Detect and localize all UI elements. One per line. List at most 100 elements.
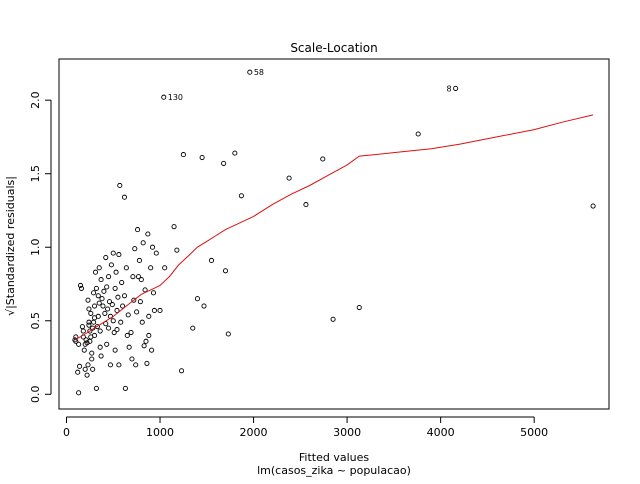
data-point (126, 344, 132, 350)
data-point (85, 297, 91, 303)
data-point (135, 227, 141, 233)
data-point (178, 368, 185, 374)
data-point (96, 265, 102, 271)
data-point (77, 363, 83, 369)
data-point (86, 322, 92, 328)
data-point (116, 252, 122, 258)
data-point (93, 285, 99, 291)
data-point (98, 353, 104, 359)
data-point (123, 265, 129, 271)
y-tick-label: 1.0 (29, 238, 42, 256)
data-point (148, 265, 154, 271)
data-point (97, 344, 103, 350)
data-point (590, 203, 596, 209)
data-point (120, 303, 126, 309)
data-point (76, 341, 82, 347)
data-point (134, 309, 140, 315)
data-point (149, 244, 156, 250)
data-point (91, 303, 98, 309)
data-point (110, 250, 116, 256)
data-point (91, 332, 98, 339)
x-tick-label: 3000 (333, 426, 361, 439)
data-point (122, 385, 128, 391)
data-point (84, 340, 90, 346)
data-point (78, 285, 84, 291)
data-point (99, 296, 105, 302)
outlier-label: 130 (168, 93, 183, 102)
plot-frame (58, 58, 610, 410)
y-tick-label: 1.5 (29, 165, 42, 183)
outlier-point (161, 94, 167, 100)
data-point (89, 356, 95, 362)
x-axis-label: Fitted values (299, 451, 370, 464)
outlier-point (453, 85, 459, 91)
data-point (149, 347, 155, 353)
x-tick-label: 2000 (240, 426, 268, 439)
data-point (162, 265, 168, 271)
data-point (199, 154, 205, 161)
data-point (108, 262, 114, 268)
data-point (104, 341, 110, 347)
data-point (111, 329, 117, 336)
x-tick-label: 5000 (520, 426, 548, 439)
data-point (138, 277, 144, 283)
data-point (82, 366, 88, 372)
data-point (112, 347, 118, 353)
data-point (91, 290, 97, 296)
data-point (140, 240, 146, 246)
data-point (91, 319, 97, 325)
data-point (76, 390, 82, 396)
data-point (106, 325, 112, 331)
data-point (88, 310, 94, 316)
data-point (225, 331, 231, 337)
data-point (72, 337, 78, 343)
data-point (139, 319, 145, 325)
outlier-label: 8 (447, 84, 452, 93)
data-point (330, 316, 336, 322)
data-point (130, 274, 136, 280)
x-tick-label: 0 (63, 426, 70, 439)
outlier-point (247, 69, 253, 75)
y-tick-label: 0.0 (29, 386, 42, 404)
data-point (153, 250, 159, 256)
data-point (106, 299, 113, 305)
data-point (112, 285, 118, 291)
smoother-line (74, 114, 594, 341)
data-point (95, 293, 101, 299)
data-point (238, 193, 244, 199)
data-point (133, 362, 139, 368)
data-point (174, 247, 180, 253)
data-point (86, 319, 92, 325)
data-point (137, 299, 143, 305)
data-point (232, 150, 238, 156)
data-point (146, 332, 152, 339)
data-point (128, 329, 134, 336)
data-point (95, 313, 101, 319)
data-point (135, 274, 142, 280)
data-point (94, 324, 100, 330)
data-point (113, 269, 119, 275)
data-point (87, 328, 93, 334)
data-point (92, 269, 99, 275)
y-tick-label: 0.5 (29, 312, 42, 330)
data-point (129, 356, 135, 362)
data-point (116, 362, 122, 368)
data-point (136, 257, 142, 264)
data-point (117, 182, 123, 189)
data-point (201, 303, 207, 309)
data-point (222, 268, 229, 274)
data-point (90, 366, 96, 372)
x-tick-label: 4000 (427, 426, 455, 439)
model-formula-label: lm(casos_zika ~ populacao) (257, 464, 411, 477)
data-point (144, 360, 150, 366)
data-point (151, 307, 157, 314)
data-point (96, 300, 102, 306)
data-point (101, 288, 107, 294)
data-point (109, 302, 115, 308)
data-point (221, 160, 227, 166)
data-point (121, 194, 128, 200)
data-point (97, 328, 103, 334)
data-point (142, 287, 148, 293)
